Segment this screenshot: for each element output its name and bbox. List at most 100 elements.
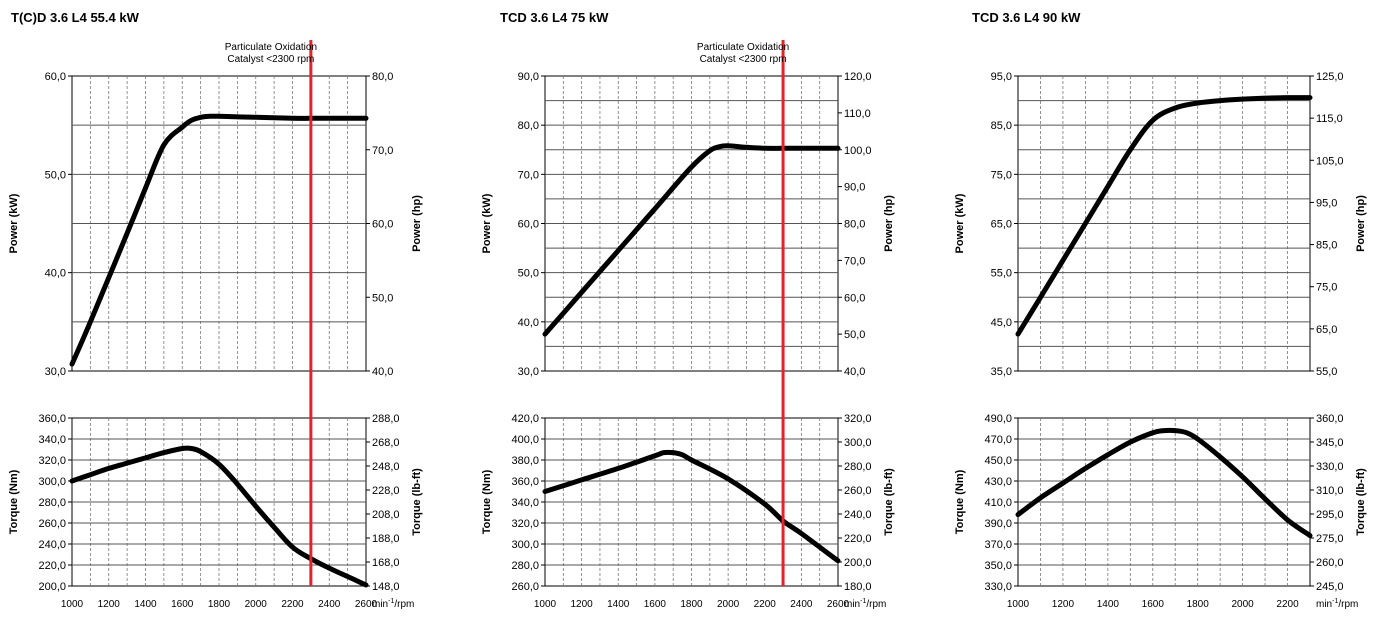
power-right-tick-label: 60,0	[372, 219, 393, 231]
x-tick-label: 1600	[1142, 599, 1165, 610]
x-tick-label: 1800	[208, 599, 231, 610]
x-tick-label: 2400	[790, 599, 813, 610]
power-right-axis-label: Power (hp)	[1355, 195, 1367, 252]
torque-left-tick-label: 340,0	[38, 434, 66, 446]
power-right-tick-label: 80,0	[844, 219, 865, 231]
torque-right-tick-label: 245,0	[1316, 581, 1344, 593]
torque-right-tick-label: 360,0	[1316, 413, 1344, 425]
x-tick-label: 2000	[245, 599, 268, 610]
torque-right-tick-label: 300,0	[844, 437, 872, 449]
torque-left-tick-label: 280,0	[38, 497, 66, 509]
x-unit-label: min-1/rpm	[1316, 598, 1358, 610]
x-tick-label: 1400	[1097, 599, 1120, 610]
torque-right-tick-label: 188,0	[372, 533, 400, 545]
power-series-line	[69, 113, 369, 367]
torque-left-tick-label: 390,0	[984, 518, 1012, 530]
x-tick-label: 2200	[281, 599, 304, 610]
power-right-tick-label: 70,0	[844, 255, 865, 267]
power-right-tick-label: 70,0	[372, 145, 393, 157]
power-right-tick-label: 110,0	[844, 108, 871, 120]
power-right-tick-label: 120,0	[844, 71, 872, 83]
power-left-tick-label: 70,0	[518, 169, 539, 181]
x-unit-suffix: /rpm	[1338, 599, 1358, 610]
power-right-tick-label: 115,0	[1316, 113, 1343, 125]
torque-left-tick-label: 470,0	[984, 434, 1012, 446]
catalyst-annotation-text: Particulate Oxidation	[697, 42, 789, 53]
x-tick-label: 1200	[1052, 599, 1075, 610]
torque-left-tick-label: 220,0	[38, 560, 66, 572]
power-left-tick-label: 40,0	[45, 268, 66, 280]
x-unit-superscript: -1	[1332, 598, 1338, 605]
power-right-tick-label: 105,0	[1316, 155, 1344, 167]
torque-left-tick-label: 300,0	[38, 476, 66, 488]
torque-right-tick-label: 280,0	[844, 461, 872, 473]
torque-right-tick-label: 310,0	[1316, 485, 1344, 497]
torque-right-axis-label: Torque (lb-ft)	[883, 468, 895, 536]
torque-right-axis-label: Torque (lb-ft)	[411, 468, 423, 536]
torque-left-tick-label: 410,0	[984, 497, 1012, 509]
x-unit-label: min-1/rpm	[844, 598, 886, 610]
torque-left-tick-label: 380,0	[511, 455, 539, 467]
torque-right-tick-label: 248,0	[372, 461, 400, 473]
power-left-tick-label: 90,0	[518, 71, 539, 83]
x-tick-label: 1200	[571, 599, 594, 610]
power-right-tick-label: 80,0	[372, 71, 393, 83]
torque-left-tick-label: 330,0	[984, 581, 1012, 593]
torque-right-tick-label: 168,0	[372, 557, 400, 569]
x-unit-superscript: -1	[860, 598, 866, 605]
torque-left-tick-label: 260,0	[38, 518, 66, 530]
x-tick-label: 1800	[1187, 599, 1210, 610]
power-right-tick-label: 85,0	[1316, 240, 1337, 252]
torque-left-tick-label: 320,0	[511, 518, 539, 530]
torque-left-tick-label: 450,0	[984, 455, 1012, 467]
torque-left-tick-label: 420,0	[511, 413, 539, 425]
x-tick-label: 2600	[355, 599, 378, 610]
torque-left-tick-label: 300,0	[511, 539, 539, 551]
torque-left-tick-label: 240,0	[38, 539, 66, 551]
power-left-axis-label: Power (kW)	[481, 193, 493, 253]
torque-right-tick-label: 208,0	[372, 509, 400, 521]
x-unit-superscript: -1	[388, 598, 394, 605]
power-left-tick-label: 55,0	[991, 268, 1012, 280]
power-right-tick-label: 125,0	[1316, 71, 1344, 83]
x-tick-label: 2200	[1276, 599, 1299, 610]
chart-title: TCD 3.6 L4 90 kW	[972, 10, 1081, 25]
power-right-tick-label: 40,0	[372, 366, 393, 378]
chart-title: TCD 3.6 L4 75 kW	[500, 10, 609, 25]
torque-left-tick-label: 260,0	[511, 581, 539, 593]
power-left-tick-label: 50,0	[518, 268, 539, 280]
x-tick-label: 1400	[607, 599, 630, 610]
power-right-tick-label: 100,0	[844, 145, 872, 157]
torque-right-tick-label: 240,0	[844, 509, 872, 521]
torque-right-tick-label: 148,0	[372, 581, 400, 593]
power-left-tick-label: 80,0	[518, 120, 539, 132]
power-left-tick-label: 85,0	[991, 120, 1012, 132]
x-tick-label: 2400	[318, 599, 341, 610]
power-right-tick-label: 60,0	[844, 292, 865, 304]
power-left-tick-label: 60,0	[45, 71, 66, 83]
catalyst-annotation-text: Catalyst <2300 rpm	[700, 54, 787, 65]
power-right-tick-label: 90,0	[844, 182, 865, 194]
x-tick-label: 2200	[754, 599, 777, 610]
x-tick-label: 2000	[1231, 599, 1254, 610]
power-right-axis-label: Power (hp)	[411, 195, 423, 252]
torque-right-tick-label: 268,0	[372, 437, 400, 449]
torque-left-axis-label: Torque (Nm)	[8, 469, 20, 534]
power-left-tick-label: 30,0	[518, 366, 539, 378]
x-tick-label: 1400	[134, 599, 157, 610]
torque-right-tick-label: 275,0	[1316, 533, 1344, 545]
power-left-tick-label: 65,0	[991, 219, 1012, 231]
torque-left-tick-label: 350,0	[984, 560, 1012, 572]
power-left-tick-label: 45,0	[991, 317, 1012, 329]
power-right-tick-label: 40,0	[844, 366, 865, 378]
torque-right-tick-label: 260,0	[844, 485, 872, 497]
power-left-tick-label: 60,0	[518, 219, 539, 231]
x-unit-suffix: /rpm	[866, 599, 886, 610]
torque-left-tick-label: 360,0	[511, 476, 539, 488]
power-right-tick-label: 95,0	[1316, 197, 1337, 209]
torque-right-tick-label: 288,0	[372, 413, 400, 425]
torque-right-tick-label: 180,0	[844, 581, 872, 593]
x-tick-label: 1000	[1007, 599, 1030, 610]
torque-left-tick-label: 400,0	[511, 434, 539, 446]
